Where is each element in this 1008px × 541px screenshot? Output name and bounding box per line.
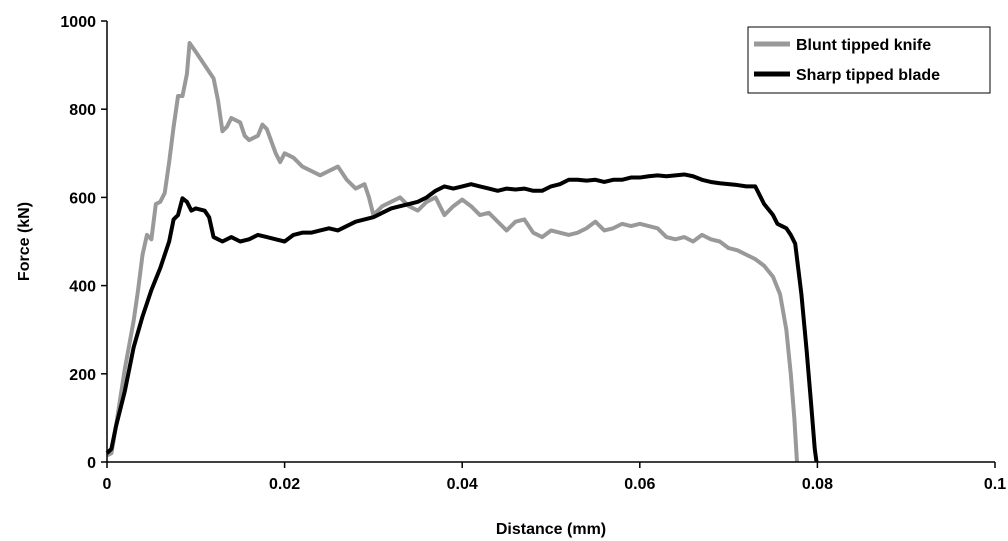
x-tick-label: 0.08 [802,476,833,493]
y-tick-label: 400 [69,279,96,296]
series-layer [105,41,819,463]
legend-label-blunt-tipped-knife: Blunt tipped knife [796,37,931,54]
series-line-sharp-tipped-blade [105,172,819,463]
y-axis-title: Force (kN) [16,202,33,281]
x-axis-title: Distance (mm) [496,521,606,538]
x-tick-label: 0.1 [984,476,1006,493]
y-tick-label: 600 [69,190,96,207]
x-axis-ticks: 0 0.02 0.04 0.06 0.08 0.1 [103,462,1006,493]
legend-label-sharp-tipped-blade: Sharp tipped blade [796,67,940,84]
legend: Blunt tipped knife Sharp tipped blade [747,26,991,94]
y-axis-ticks: 0 200 400 600 800 1000 [60,14,107,472]
x-tick-label: 0.02 [269,476,300,493]
x-tick-label: 0 [103,476,112,493]
legend-box [747,26,991,94]
y-tick-label: 200 [69,367,96,384]
x-tick-label: 0.06 [624,476,655,493]
y-tick-label: 1000 [60,14,96,31]
series-line-blunt-tipped-knife [106,41,799,463]
y-tick-label: 800 [69,102,96,119]
y-tick-label: 0 [87,455,96,472]
axes-layer [106,21,995,463]
x-tick-label: 0.04 [447,476,478,493]
